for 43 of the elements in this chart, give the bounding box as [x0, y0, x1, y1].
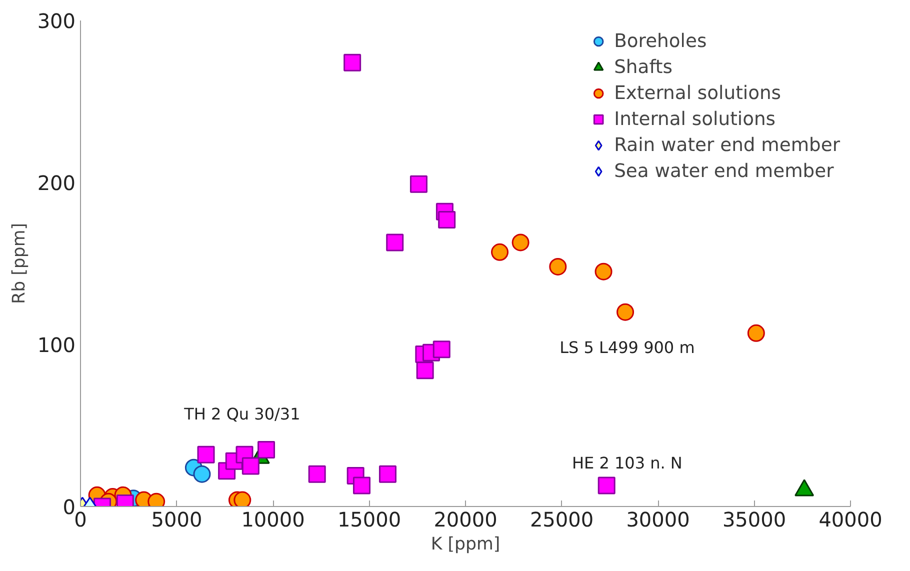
point — [308, 465, 326, 483]
point — [438, 211, 456, 229]
x-tick-label: 30000 — [626, 508, 690, 532]
point — [747, 324, 765, 342]
x-axis-title: K [ppm] — [430, 534, 500, 554]
point — [234, 491, 252, 506]
point — [193, 465, 211, 483]
point — [416, 362, 434, 380]
legend-label: Internal solutions — [614, 108, 776, 130]
legend-label: Boreholes — [614, 30, 707, 52]
y-tick-label: 200 — [37, 171, 76, 195]
annotation: TH 2 Qu 30/31 — [183, 404, 300, 424]
legend-label: External solutions — [614, 82, 782, 104]
x-tick-label: 20000 — [434, 508, 498, 532]
point — [344, 54, 362, 72]
annotation: LS 5 L499 900 m — [560, 338, 695, 358]
point — [432, 340, 450, 358]
legend-label: Shafts — [614, 56, 672, 78]
point — [616, 303, 634, 321]
point — [197, 446, 215, 464]
point — [410, 175, 428, 193]
legend-label: Rain water end member — [614, 134, 840, 156]
x-tick-label: 40000 — [818, 508, 882, 532]
y-axis-title: Rb [ppm] — [9, 223, 30, 304]
x-tick-label: 15000 — [337, 508, 402, 532]
x-tick-label: 10000 — [241, 508, 305, 532]
annotation: HE 2 103 n. N — [572, 453, 682, 472]
point — [512, 234, 530, 252]
point — [242, 457, 260, 475]
legend-label: Sea water end member — [614, 160, 834, 182]
y-tick-label: 300 — [37, 9, 76, 33]
point — [491, 243, 509, 261]
point — [258, 441, 276, 459]
point — [378, 465, 396, 483]
point — [386, 234, 404, 252]
x-tick-label: 35000 — [722, 508, 786, 532]
point — [598, 476, 616, 494]
point — [549, 258, 567, 276]
x-tick-label: 5000 — [151, 508, 202, 532]
y-tick-label: 100 — [37, 333, 76, 357]
point — [352, 476, 370, 494]
point — [594, 262, 612, 280]
x-tick-label: 25000 — [530, 508, 594, 532]
